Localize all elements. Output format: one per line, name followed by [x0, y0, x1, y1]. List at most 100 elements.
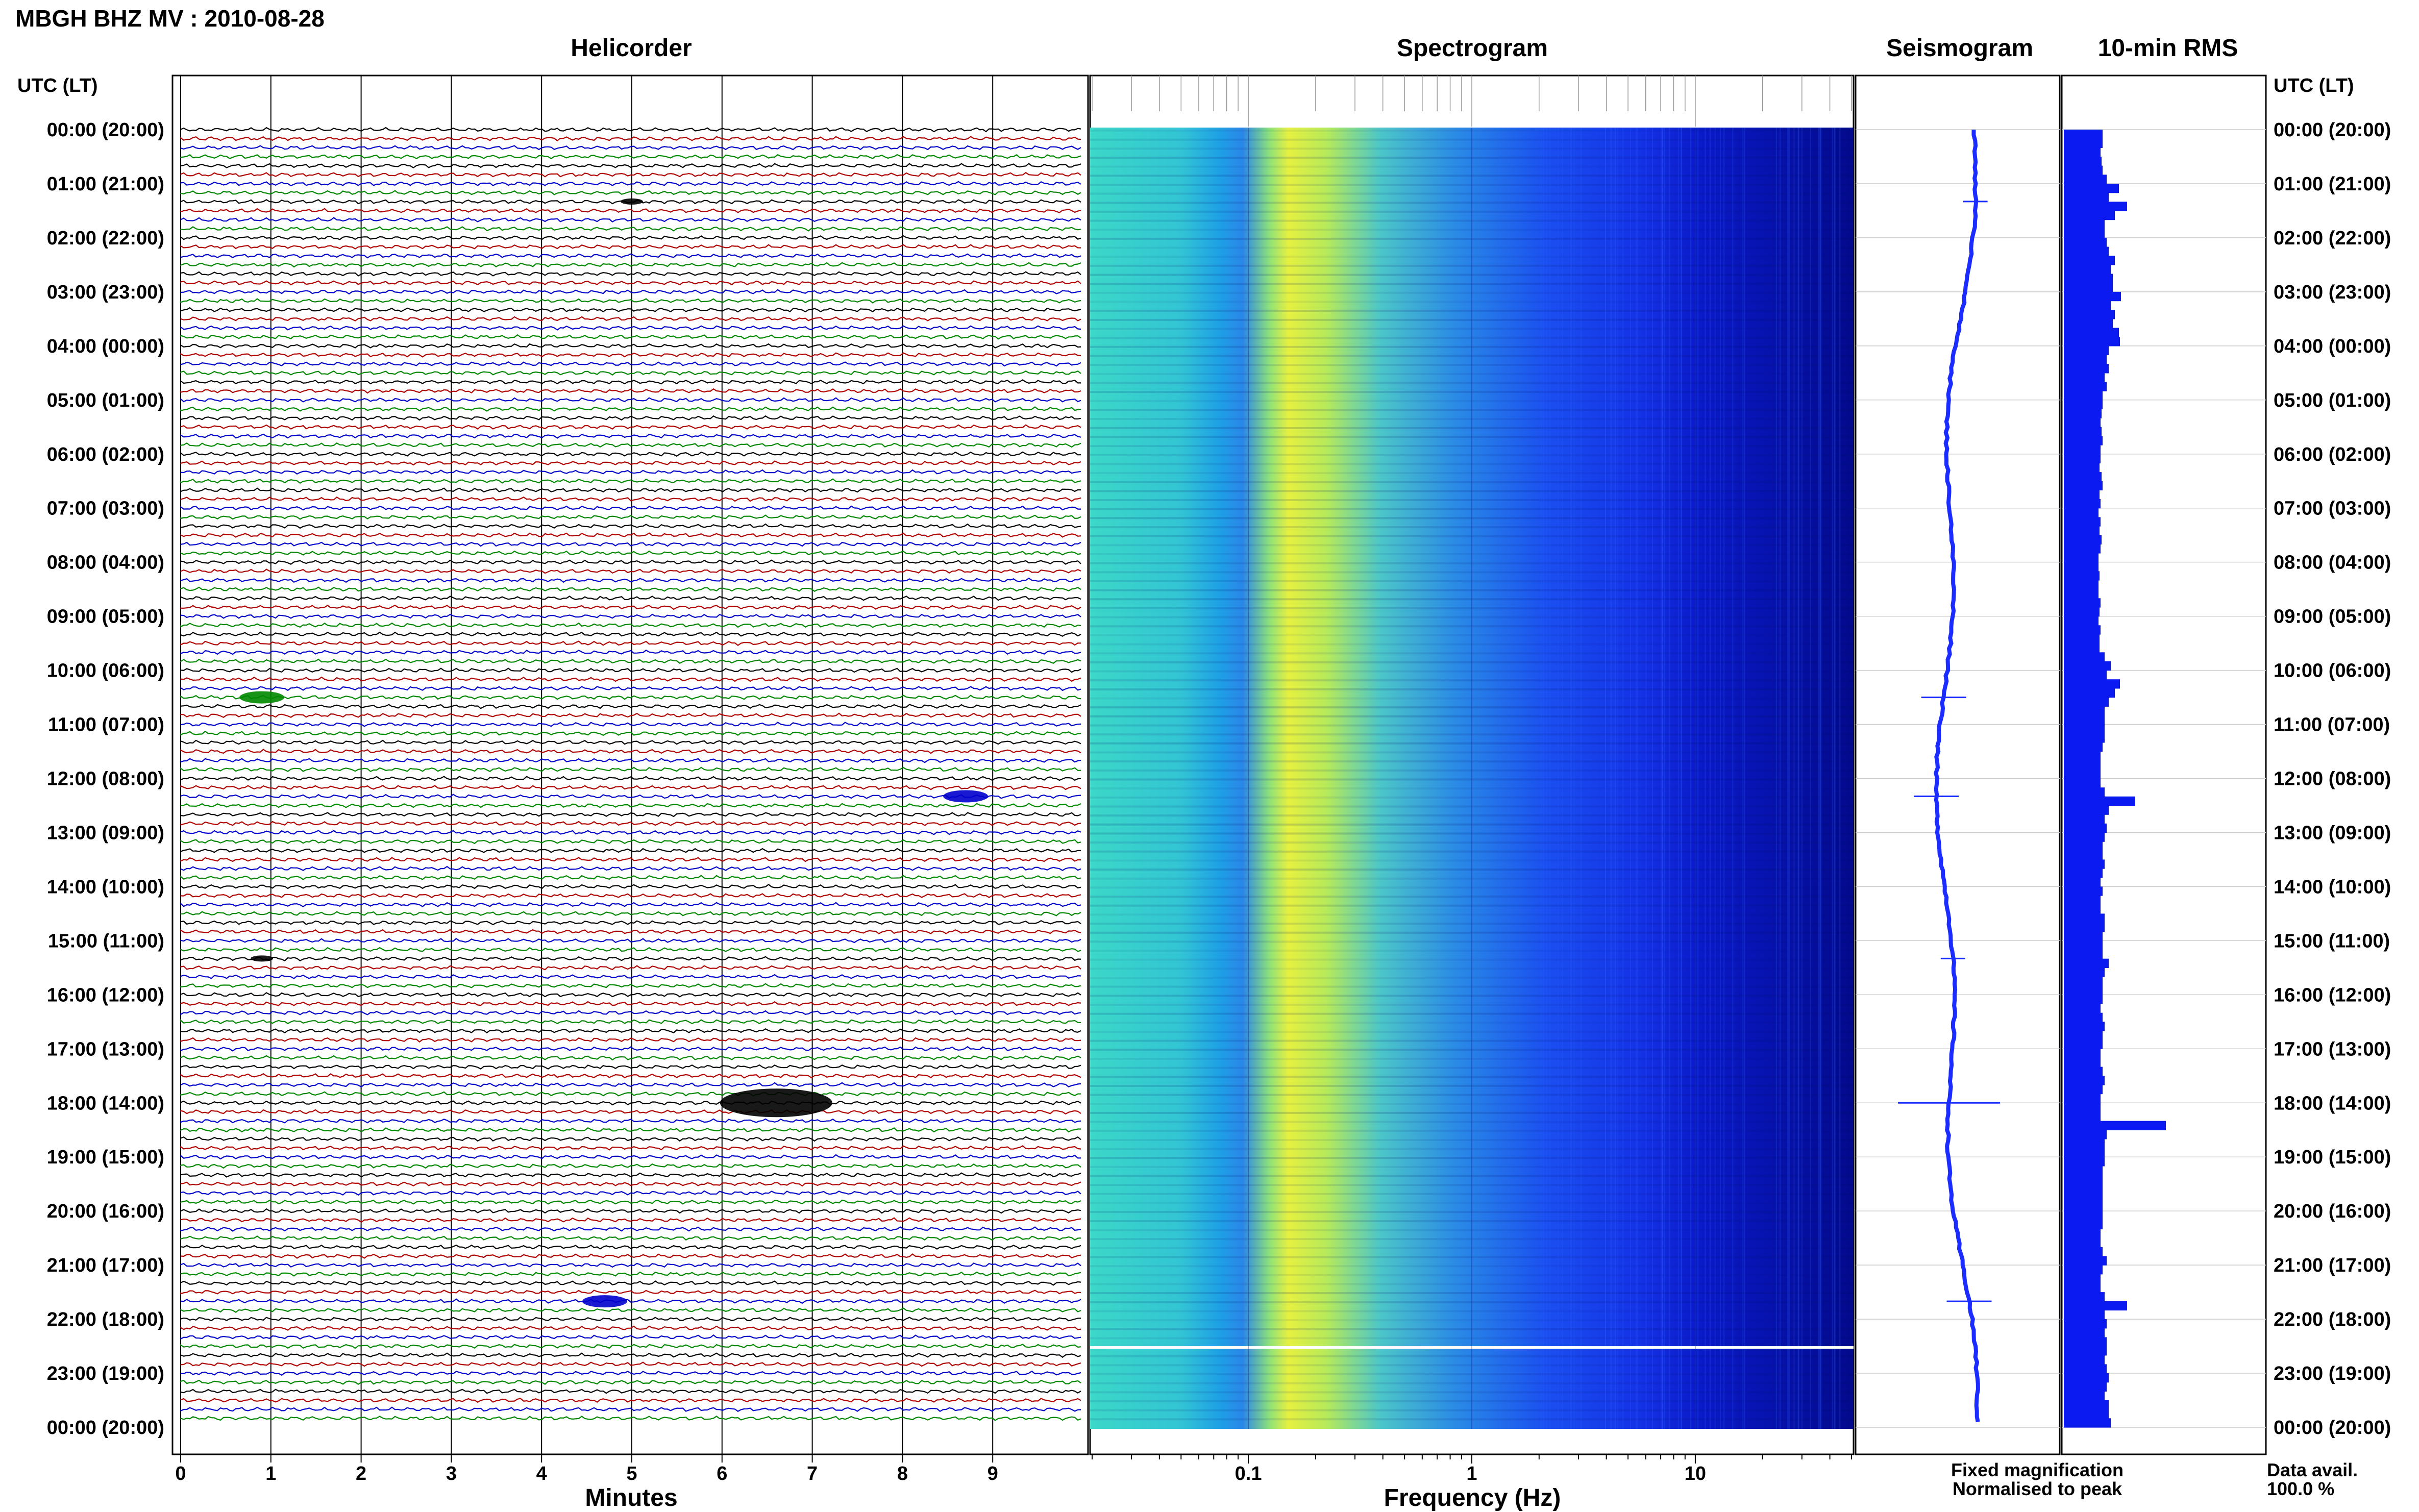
spectrogram-line — [1834, 128, 1835, 1429]
spectrogram-stripe — [1090, 130, 1854, 132]
helicorder-trace — [180, 460, 1081, 466]
spectrogram-stripe — [1090, 192, 1854, 195]
spectrogram-stripe — [1090, 859, 1854, 862]
helicorder-trace — [180, 640, 1081, 646]
spectrogram-line — [1832, 128, 1833, 1429]
spectrogram-stripe — [1090, 436, 1854, 438]
spectrogram-stripe — [1090, 264, 1854, 267]
time-label-left: 23:00 (19:00) — [47, 1363, 164, 1384]
rms-bar — [2064, 715, 2105, 725]
helicorder-event — [239, 691, 285, 704]
time-label-right: 21:00 (17:00) — [2274, 1255, 2391, 1276]
time-label-right: 15:00 (11:00) — [2274, 930, 2390, 952]
helicorder-trace — [180, 1389, 1081, 1394]
helicorder-trace — [180, 865, 1081, 872]
helicorder-trace — [180, 388, 1081, 394]
helicorder-trace — [180, 1217, 1081, 1223]
rms-bar — [2064, 670, 2107, 680]
helicorder-trace — [180, 325, 1081, 331]
rms-bar — [2064, 1229, 2101, 1238]
spectrogram-line — [1662, 128, 1664, 1429]
helicorder-tick-label: 8 — [897, 1463, 908, 1484]
time-label-left: 02:00 (22:00) — [47, 228, 164, 249]
helicorder-trace — [180, 343, 1081, 349]
spectrogram-line — [1630, 128, 1632, 1429]
helicorder-trace — [180, 992, 1081, 998]
rms-bar — [2064, 192, 2109, 202]
helicorder-trace — [180, 406, 1081, 412]
spectrogram-stripe — [1090, 778, 1854, 781]
rms-bar — [2064, 436, 2103, 445]
rms-bar — [2064, 1274, 2101, 1284]
helicorder-trace — [180, 730, 1081, 736]
spectrogram-line — [1818, 128, 1819, 1429]
helicorder-trace — [180, 171, 1081, 178]
spectrogram-stripe — [1090, 1138, 1854, 1141]
helicorder-trace — [180, 163, 1081, 169]
spectrogram-line — [1697, 128, 1699, 1429]
spectrogram-stripe — [1090, 463, 1854, 465]
spectrogram-stripe — [1090, 769, 1854, 772]
time-label-left: 05:00 (01:00) — [47, 390, 164, 411]
helicorder-frame — [171, 75, 1089, 1455]
spectrogram-line — [1681, 128, 1682, 1429]
spectrogram-stripe — [1090, 607, 1854, 609]
spectrogram-line — [1695, 128, 1696, 1429]
spectrogram-line — [1744, 128, 1745, 1429]
spectrogram-stripe — [1090, 1084, 1854, 1087]
helicorder-trace — [180, 1244, 1081, 1250]
helicorder-trace — [180, 875, 1081, 880]
helicorder-event — [621, 198, 643, 205]
helicorder-x-ticks: 0 1 2 3 4 5 6 7 8 9 — [175, 1454, 998, 1484]
rms-bar — [2064, 841, 2103, 851]
spectrogram-stripe — [1090, 1229, 1854, 1231]
helicorder-trace — [180, 1352, 1081, 1358]
rms-bar — [2064, 616, 2099, 626]
rms-bar — [2064, 832, 2105, 842]
spectrogram-stripe — [1090, 1049, 1854, 1051]
rms-bar — [2064, 1022, 2105, 1031]
time-label-right: 00:00 (20:00) — [2274, 119, 2391, 141]
spectrogram-stripe — [1090, 256, 1854, 258]
helicorder-trace — [180, 1073, 1081, 1079]
rms-bar — [2064, 724, 2105, 734]
rms-bar — [2064, 472, 2102, 482]
spectrogram-stripe — [1090, 877, 1854, 880]
spectrogram-stripe — [1090, 1418, 1854, 1421]
helicorder-trace — [180, 1271, 1081, 1277]
helicorder-trace — [180, 857, 1081, 862]
rms-bar — [2064, 769, 2101, 779]
helicorder-trace — [180, 920, 1081, 926]
spectrogram-stripe — [1090, 823, 1854, 826]
rms-bar — [2064, 742, 2103, 752]
helicorder-trace — [180, 658, 1081, 664]
helicorder-trace — [180, 1172, 1081, 1178]
rms-bar — [2064, 580, 2099, 590]
helicorder-trace — [180, 469, 1081, 475]
spectrogram-line — [1801, 128, 1803, 1429]
rms-bar — [2064, 904, 2101, 914]
rms-bar — [2064, 264, 2111, 275]
spectrogram-stripe — [1090, 1202, 1854, 1204]
spectrogram-stripe — [1090, 724, 1854, 727]
time-label-right: 17:00 (13:00) — [2274, 1038, 2391, 1060]
rms-bar — [2064, 427, 2102, 437]
time-label-left: 15:00 (11:00) — [48, 930, 164, 952]
rms-bar — [2064, 553, 2099, 563]
data-avail-value: 100.0 % — [2267, 1478, 2334, 1499]
time-label-left: 00:00 (20:00) — [47, 1417, 164, 1439]
helicorder-trace — [180, 145, 1081, 151]
spectrogram-line — [1714, 128, 1716, 1429]
rms-bar — [2064, 1193, 2103, 1203]
rms-bar — [2064, 526, 2100, 536]
spectrogram-panel: 0.1 1 10 — [1089, 75, 1855, 1484]
spectrogram-x-ticks: 0.1 1 10 — [1092, 76, 1852, 1484]
helicorder-trace — [180, 1416, 1081, 1421]
rms-bar — [2064, 1238, 2101, 1248]
time-label-right: 11:00 (07:00) — [2274, 714, 2390, 736]
rms-bar — [2064, 805, 2109, 815]
helicorder-trace — [180, 1181, 1081, 1187]
spectrogram-stripe — [1090, 499, 1854, 502]
rms-bar — [2064, 490, 2100, 500]
helicorder-trace — [180, 1019, 1081, 1025]
